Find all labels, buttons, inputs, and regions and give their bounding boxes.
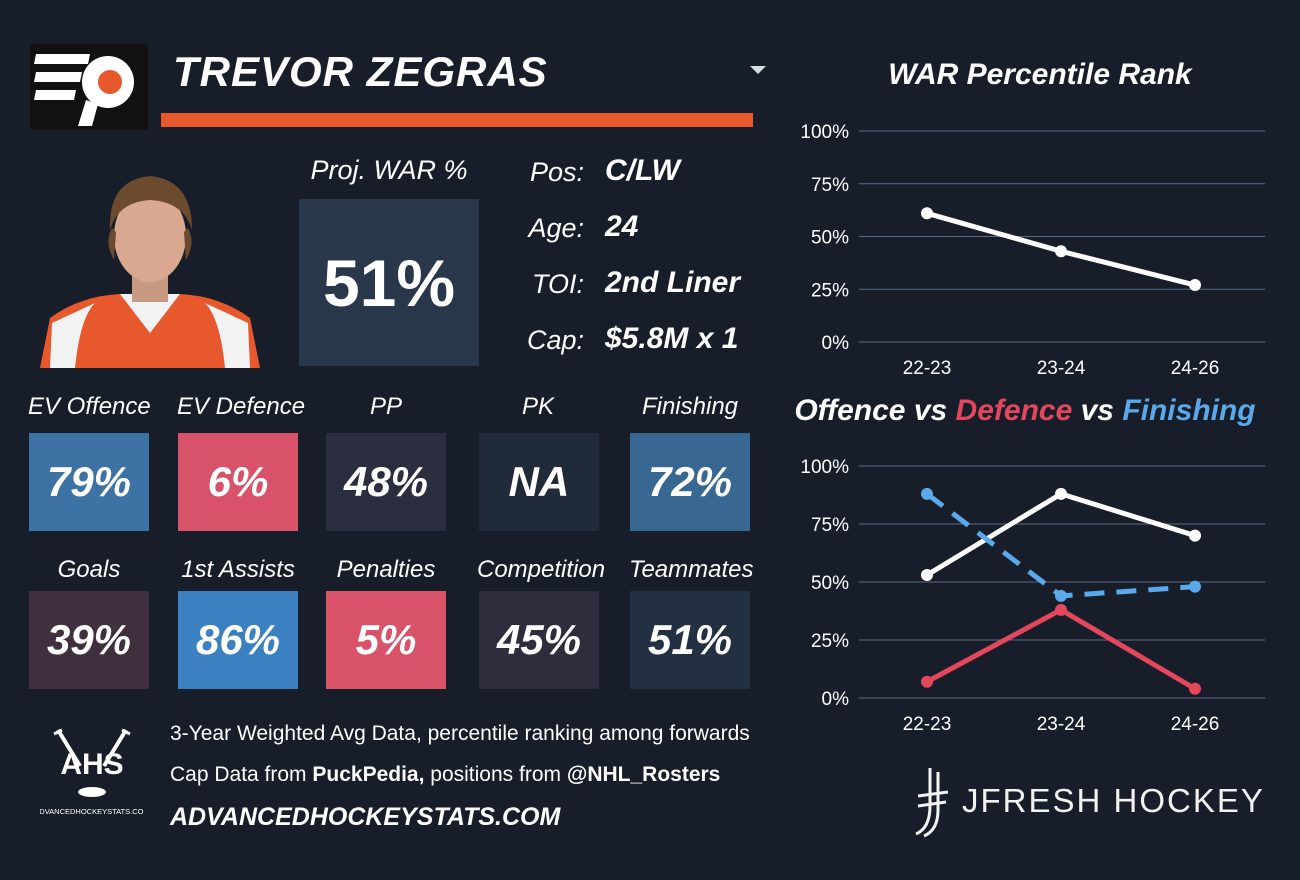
tile-label-pk: PK (521, 393, 554, 420)
series-0-point (921, 569, 933, 582)
tile-label-penalties: Penalties (336, 556, 436, 583)
chart2-title: Offence vs Defence vs Finishing (794, 394, 1255, 427)
footer-pos-prefix: positions from (424, 763, 567, 786)
chart2-title-vs1: vs (906, 394, 956, 427)
series-1-point (1055, 603, 1067, 616)
toi-value: 2nd Liner (605, 266, 741, 299)
tile-ev-offence: 79% (29, 433, 149, 531)
series-0-point (1189, 529, 1201, 542)
team-logo-icon (30, 44, 148, 130)
tile-label-pp: PP (369, 393, 402, 420)
chart2-title-offence: Offence (794, 394, 905, 427)
tile-ev-defence: 6% (178, 433, 298, 531)
series-0-point (1055, 245, 1067, 258)
x-tick-label: 24-26 (1171, 714, 1220, 735)
series-0-point (1055, 487, 1067, 500)
series-1-point (921, 675, 933, 688)
y-tick-label: 25% (811, 631, 849, 652)
y-tick-label: 0% (822, 689, 850, 710)
series-line-0 (925, 491, 1196, 578)
series-line-2 (925, 491, 1196, 599)
x-tick-label: 24-26 (1171, 358, 1220, 379)
war-percentile-chart: WAR Percentile Rank 100% 75% 50% 25% 0% 22-23… (800, 58, 1265, 379)
pos-label: Pos: (529, 157, 584, 187)
tile-pp: 48% (326, 433, 446, 531)
x-tick-label: 22-23 (903, 358, 952, 379)
tile-1st-assists: 86% (178, 591, 298, 689)
series-line-1 (925, 607, 1197, 691)
y-tick-label: 50% (811, 573, 849, 594)
tile-label-finishing: Finishing (641, 393, 739, 420)
nhl-rosters-link[interactable]: @NHL_Rosters (566, 763, 721, 786)
x-tick-label: 22-23 (903, 714, 952, 735)
name-underline (161, 113, 753, 127)
proj-war-label: Proj. WAR % (310, 155, 468, 185)
footer-cap-prefix: Cap Data from (170, 763, 313, 786)
site-url[interactable]: ADVANCEDHOCKEYSTATS.COM (170, 803, 561, 831)
series-0-point (921, 207, 933, 220)
series-1-point (1189, 682, 1201, 695)
brand-name: JFRESH HOCKEY (962, 782, 1265, 819)
offence-defence-finishing-chart: Offence vs Defence vs Finishing 100% 75% 5… (794, 394, 1265, 735)
ahs-logo-text: AHS (60, 748, 123, 781)
player-dropdown-icon[interactable] (750, 66, 766, 74)
y-tick-label: 75% (811, 175, 849, 196)
series-2-point (921, 487, 933, 500)
cap-value: $5.8M x 1 (605, 322, 739, 355)
y-tick-label: 100% (800, 457, 849, 478)
tile-pk: NA (479, 433, 599, 531)
chart1-title: WAR Percentile Rank (888, 58, 1193, 91)
tile-label-ev-offence: EV Offence (28, 393, 151, 420)
chart1-plot: 100% 75% 50% 25% 0% 22-23 23-24 24-26 (800, 122, 1265, 379)
chart2-title-finishing: Finishing (1122, 394, 1255, 427)
tile-finishing: 72% (630, 433, 750, 531)
tile-label-goals: Goals (57, 556, 121, 583)
pos-value: C/LW (605, 154, 680, 187)
chart2-title-defence: Defence (956, 394, 1073, 427)
tile-goals: 39% (29, 591, 149, 689)
tile-competition: 45% (479, 591, 599, 689)
ahs-logo-sub: ADVANCEDHOCKEYSTATS.COM (40, 807, 144, 816)
series-2-point (1189, 580, 1201, 593)
y-tick-label: 50% (811, 228, 849, 249)
y-tick-label: 75% (811, 515, 849, 536)
chart2-title-vs2: vs (1072, 394, 1122, 427)
tile-label-1st-assists: 1st Assists (181, 556, 295, 583)
tile-label-ev-defence: EV Defence (177, 393, 306, 420)
tile-teammates: 51% (630, 591, 750, 689)
puckpedia-link[interactable]: PuckPedia, (312, 763, 425, 786)
footer-note: 3-Year Weighted Avg Data, percentile ran… (170, 722, 750, 745)
player-headshot (40, 168, 260, 368)
tile-label-competition: Competition (477, 556, 606, 583)
tile-penalties: 5% (326, 591, 446, 689)
proj-war-value: 51% (299, 199, 479, 366)
player-name: TREVOR ZEGRAS (173, 48, 548, 95)
x-tick-label: 23-24 (1037, 358, 1086, 379)
cap-label: Cap: (526, 325, 584, 355)
age-label: Age: (528, 213, 584, 243)
chart2-plot: 100% 75% 50% 25% 0% 22-23 23-24 24-26 (800, 457, 1265, 735)
series-0-point (1189, 279, 1201, 292)
x-tick-label: 23-24 (1037, 714, 1086, 735)
toi-label: TOI: (531, 269, 584, 299)
ahs-logo: AHS ADVANCEDHOCKEYSTATS.COM (34, 726, 150, 818)
footer-sources: Cap Data from PuckPedia, positions from … (170, 763, 720, 787)
tile-label-teammates: Teammates (629, 556, 754, 583)
age-value: 24 (605, 210, 639, 243)
series-2-point (1055, 589, 1067, 602)
jfresh-logo-icon (908, 766, 950, 838)
y-tick-label: 100% (800, 122, 849, 143)
y-tick-label: 25% (811, 280, 849, 301)
y-tick-label: 0% (822, 333, 850, 354)
